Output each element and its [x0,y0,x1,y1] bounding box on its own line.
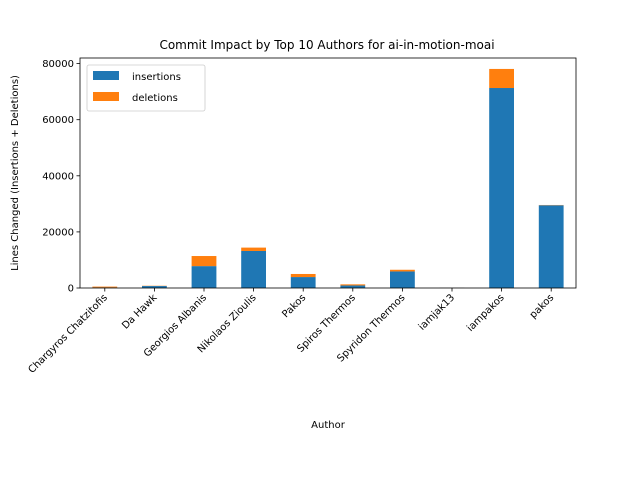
chart-title: Commit Impact by Top 10 Authors for ai-i… [159,38,494,52]
bar-insertions-nikolaos-zioulis [241,250,266,288]
x-axis-title: Author [311,420,346,431]
bar-deletions-georgios-albanis [191,256,217,267]
y-tick-label: 20000 [42,227,74,238]
bar-deletions-chargyros-chatzitofis [92,286,118,288]
y-tick-label: 40000 [42,171,74,182]
bar-insertions-pakos [290,277,316,288]
bar-insertions-georgios-albanis [191,266,217,288]
y-tick-label: 80000 [42,59,74,70]
y-axis-ticks: 0 20000 40000 60000 80000 [42,59,80,295]
legend-label-deletions: deletions [132,93,178,104]
legend-swatch-insertions [93,71,119,80]
x-tick-label: Pakos [280,292,308,320]
x-tick-label: pakos [528,292,556,320]
legend-swatch-deletions [93,92,119,101]
bar-insertions-pakos [538,205,564,288]
x-tick-label: iampakos [465,292,507,334]
plot-frame [79,57,577,289]
legend-label-insertions: insertions [132,72,181,83]
y-tick-label: 60000 [42,115,74,126]
bar-deletions-iampakos [489,68,514,89]
x-tick-label: Chargyros Chatzitofis [26,292,109,375]
x-tick-label: iamjak13 [417,292,457,332]
x-tick-label: Da Hawk [120,292,159,331]
bars-group [92,68,564,288]
bar-deletions-nikolaos-zioulis [241,247,266,251]
bar-insertions-spyridon-thermos [390,271,415,288]
bar-insertions-iampakos [489,88,514,288]
bar-insertions-spiros-thermos [340,285,366,288]
legend: insertions deletions [86,64,206,112]
bar-insertions-da-hawk [142,286,167,288]
y-axis-title: Lines Changed (Insertions + Deletions) [10,75,21,271]
bar-deletions-spyridon-thermos [390,269,415,272]
bar-deletions-pakos [290,273,316,278]
y-tick-label: 0 [68,284,74,295]
bar-deletions-spiros-thermos [340,284,366,286]
